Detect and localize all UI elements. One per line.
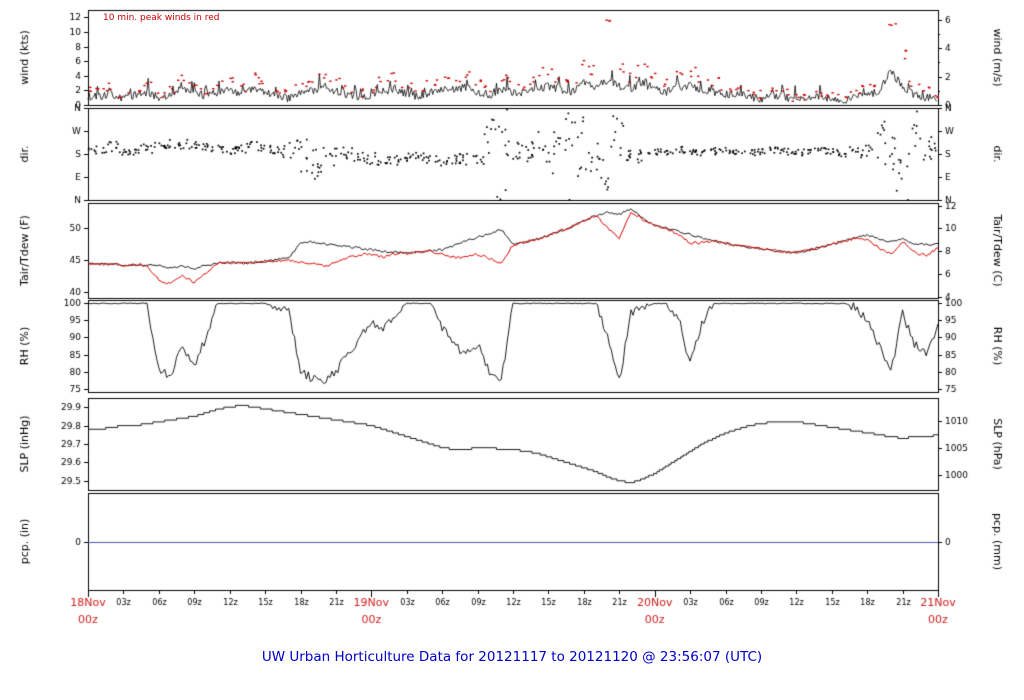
figure-title: UW Urban Horticulture Data for 20121117 … [261, 649, 763, 665]
peak-wind-annotation: 10 min. peak winds in red [103, 13, 220, 23]
